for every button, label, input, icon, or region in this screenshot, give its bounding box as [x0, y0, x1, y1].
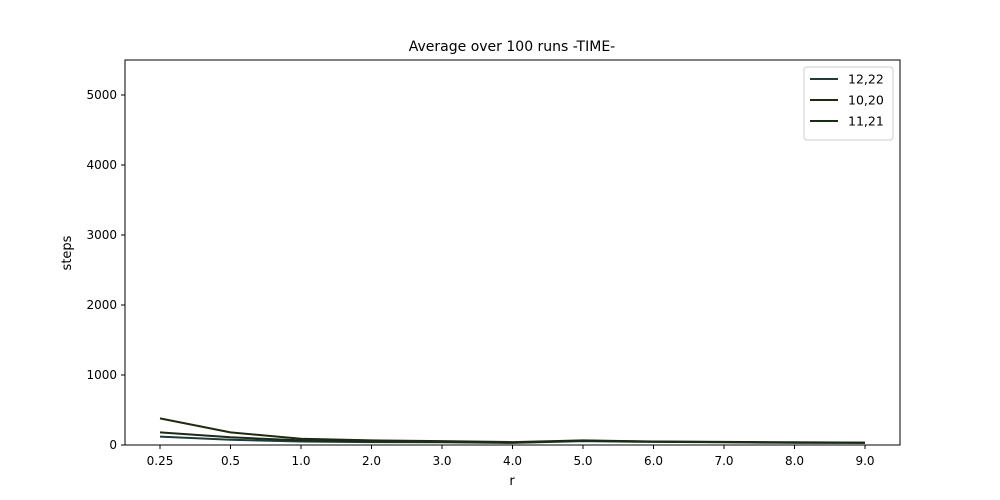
x-axis-ticks: 0.25 0.5 1.0 2.0 3.0 4.0 5.0 6.0 7.0 8.0 9.0 [147, 445, 875, 468]
x-tick-label: 6.0 [644, 454, 663, 468]
x-tick-label: 5.0 [573, 454, 592, 468]
y-tick-label: 5000 [86, 88, 117, 102]
x-tick-label: 1.0 [291, 454, 310, 468]
x-tick-label: 8.0 [785, 454, 804, 468]
y-axis-label: steps [60, 235, 75, 270]
y-tick-label: 2000 [86, 298, 117, 312]
x-tick-label: 0.5 [221, 454, 240, 468]
x-tick-label: 7.0 [714, 454, 733, 468]
x-tick-label: 4.0 [503, 454, 522, 468]
x-tick-label: 9.0 [855, 454, 874, 468]
legend: 12,22 10,20 11,21 [803, 66, 894, 141]
x-tick-label: 0.25 [147, 454, 174, 468]
y-tick-label: 4000 [86, 158, 117, 172]
y-tick-label: 0 [109, 438, 117, 452]
legend-label: 12,22 [848, 72, 884, 87]
x-tick-label: 3.0 [432, 454, 451, 468]
y-tick-label: 1000 [86, 368, 117, 382]
y-tick-label: 3000 [86, 228, 117, 242]
legend-label: 10,20 [848, 93, 884, 108]
x-axis-label: r [509, 474, 515, 489]
y-axis-ticks: 0 1000 2000 3000 4000 5000 [86, 88, 125, 452]
plot-frame [124, 59, 901, 446]
chart-title: Average over 100 runs -TIME- [409, 39, 615, 55]
x-tick-label: 2.0 [362, 454, 381, 468]
series-line-11-21 [159, 431, 866, 444]
legend-label: 11,21 [848, 114, 884, 129]
plot-area [159, 417, 866, 444]
